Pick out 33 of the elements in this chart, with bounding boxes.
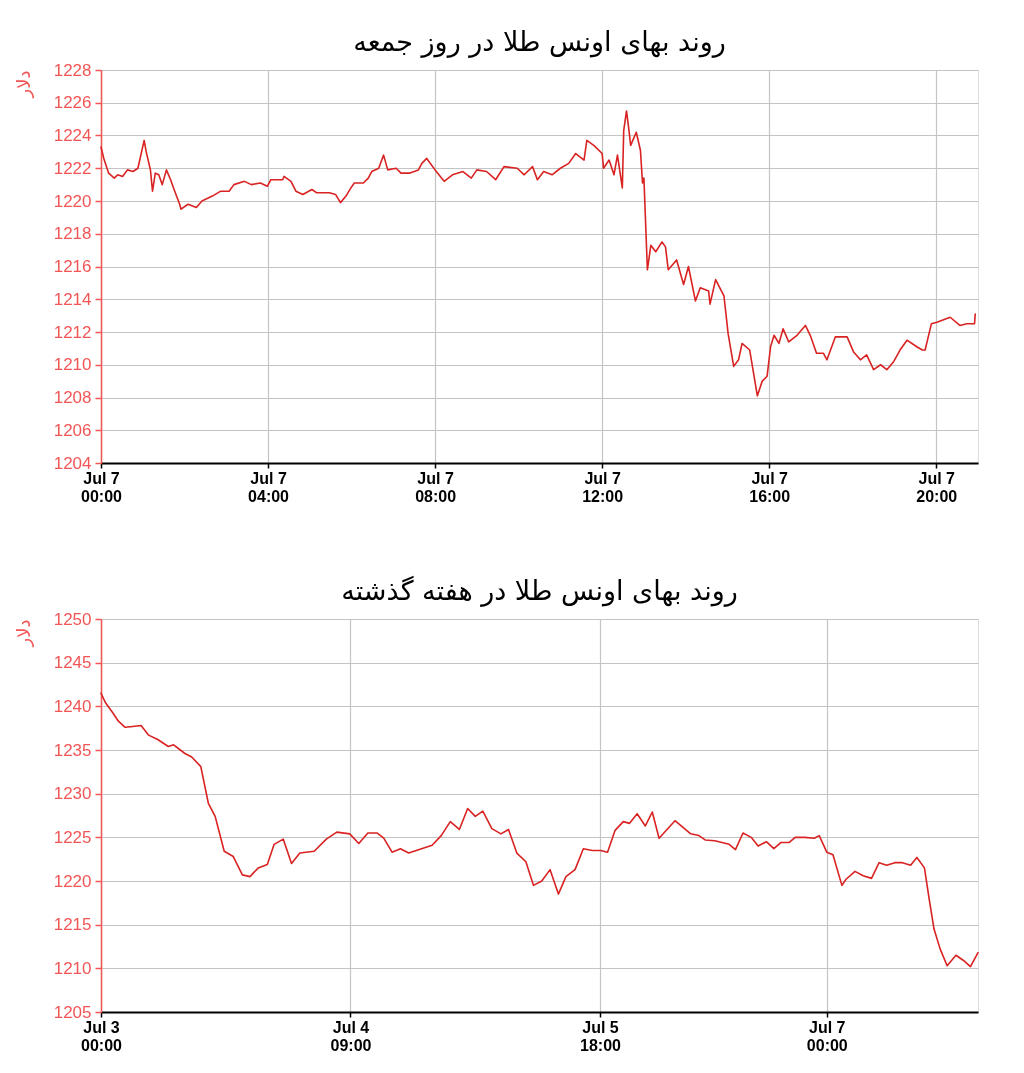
y-tick-label: 1210 — [53, 958, 92, 978]
y-tick-label: 1216 — [53, 257, 92, 276]
y-tick-label: 1224 — [53, 126, 92, 145]
y-tick-label: 1225 — [53, 827, 92, 847]
y-tick-label: 1210 — [53, 355, 92, 375]
x-tick-label: Jul 7 16:00 — [749, 469, 791, 505]
y-tick-label: 1222 — [53, 158, 92, 178]
y-tick-label: 1250 — [53, 609, 92, 629]
chart-title: روند بهای اونس طلا در روز جمعه — [353, 26, 726, 58]
y-tick-label: 1212 — [53, 322, 92, 342]
y-tick-label: 1235 — [53, 740, 92, 760]
y-tick-label: 1215 — [53, 915, 92, 935]
x-tick-label: Jul 5 18:00 — [580, 1018, 622, 1054]
y-tick-label: 1218 — [53, 224, 92, 244]
y-tick-label: 1226 — [53, 93, 92, 113]
x-tick-label: Jul 7 08:00 — [415, 469, 457, 505]
x-tick-label: Jul 7 12:00 — [582, 469, 624, 505]
y-tick-label: 1230 — [53, 784, 92, 804]
chart-title: روند بهای اونس طلا در هفته گذشته — [341, 575, 738, 607]
y-tick-label: 1220 — [53, 871, 92, 891]
x-tick-label: Jul 4 09:00 — [330, 1018, 372, 1054]
x-tick-label: Jul 7 04:00 — [248, 469, 290, 505]
y-tick-label: 1220 — [53, 191, 92, 211]
y-tick-label: 1206 — [53, 420, 92, 440]
y-tick-label: 1228 — [53, 60, 92, 80]
y-tick-label: 1240 — [53, 696, 92, 716]
y-tick-label: 1214 — [53, 289, 92, 309]
x-tick-label: Jul 7 20:00 — [916, 469, 958, 505]
x-tick-label: Jul 7 00:00 — [806, 1018, 848, 1054]
y-axis-title: دلار — [12, 619, 34, 648]
y-axis-title: دلار — [12, 70, 34, 99]
y-tick-label: 1245 — [53, 653, 92, 673]
y-tick-label: 1208 — [53, 388, 92, 407]
